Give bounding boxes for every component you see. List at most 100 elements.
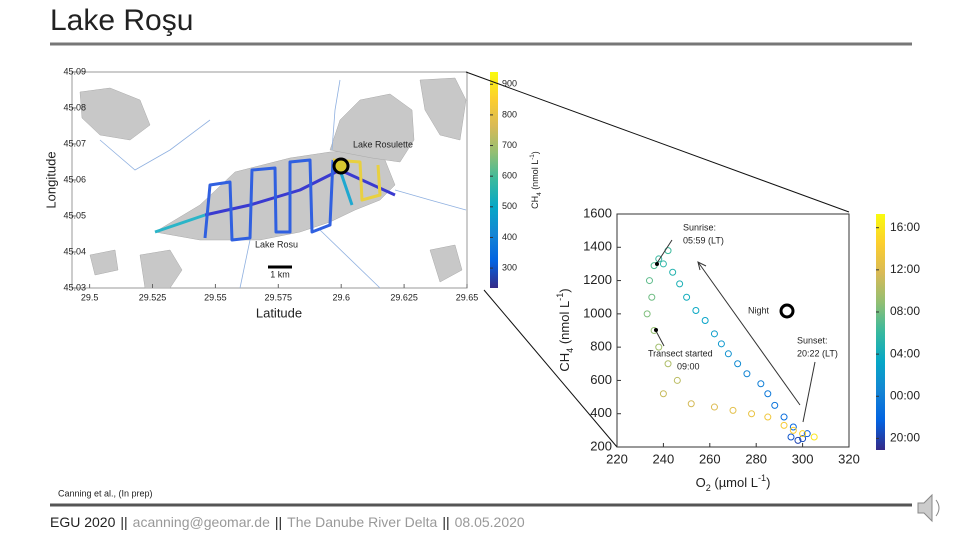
- label-part: 4: [536, 192, 543, 196]
- label-part: (nmol L: [557, 301, 572, 348]
- speaker-icon: [917, 493, 940, 523]
- x-tick-label: 29.55: [204, 292, 227, 302]
- point: [643, 310, 651, 318]
- point: [687, 400, 695, 408]
- point: [664, 360, 672, 368]
- lake: [89, 249, 119, 276]
- lake: [79, 87, 151, 141]
- y-tick-label: 600: [590, 372, 612, 387]
- x-tick-label: 320: [838, 451, 860, 466]
- y-tick-label: 1600: [583, 205, 612, 220]
- arrow: [802, 361, 816, 423]
- point: [743, 370, 751, 378]
- label-part: CH: [530, 196, 540, 209]
- footer-part: ||: [442, 514, 449, 530]
- point: [780, 413, 788, 421]
- colorbar-tick-label: 04:00: [890, 346, 920, 360]
- y-axis-label: Longitude: [43, 151, 58, 208]
- footer-part: ||: [120, 514, 127, 530]
- point: [648, 293, 656, 301]
- river: [394, 189, 467, 211]
- label-part: -1: [555, 293, 565, 301]
- axis-label: CH4 (nmol L-1): [555, 288, 575, 371]
- point: [780, 421, 788, 429]
- point: [655, 343, 663, 351]
- footer-part: ||: [275, 514, 282, 530]
- colorbar-tick-label: 800: [502, 109, 517, 119]
- point: [734, 360, 742, 368]
- colorbar-tick-label: 400: [502, 232, 517, 242]
- y-tick-label: 800: [590, 339, 612, 354]
- leader: [656, 239, 673, 264]
- y-tick-label: 1200: [583, 272, 612, 287]
- label-part: (µmol L: [711, 475, 758, 490]
- point: [717, 340, 725, 348]
- y-tick-label: 1000: [583, 305, 612, 320]
- point: [710, 330, 718, 338]
- footer-part: 08.05.2020: [455, 514, 525, 530]
- label-part: ): [557, 288, 572, 292]
- zoom-line: [483, 289, 618, 448]
- label-part: CH: [557, 353, 572, 372]
- point: [764, 413, 772, 421]
- y-tick-label: 45.07: [63, 138, 86, 148]
- annotation: Night: [748, 305, 770, 315]
- colorbar-tick-label: 20:00: [890, 431, 920, 445]
- y-tick-label: 45.04: [63, 246, 86, 256]
- x-tick-label: 260: [699, 451, 721, 466]
- label-part: 2: [706, 483, 711, 493]
- slide-title: Lake Roşu: [50, 4, 193, 37]
- river: [331, 79, 341, 151]
- point: [655, 255, 663, 263]
- point: [701, 317, 709, 325]
- colorbar-tick-label: 12:00: [890, 262, 920, 276]
- label-part: ): [766, 475, 770, 490]
- point: [787, 433, 795, 441]
- colorbar-tick-label: 08:00: [890, 304, 920, 318]
- x-tick-label: 29.65: [456, 292, 479, 302]
- lake-label: Lake Rosu: [255, 239, 298, 249]
- colorbar-tick-label: 500: [502, 201, 517, 211]
- citation: Canning et al., (In prep): [58, 488, 153, 498]
- footer-part: The Danube River Delta: [287, 514, 437, 530]
- point: [683, 293, 691, 301]
- point: [673, 376, 681, 384]
- transect: [204, 168, 396, 217]
- label-part: ): [530, 151, 540, 154]
- y-tick-label: 45.08: [63, 102, 86, 112]
- y-tick-label: 400: [590, 405, 612, 420]
- point-marker: [654, 328, 658, 332]
- label-part: 4: [565, 348, 575, 353]
- annotation: Sunset:: [797, 335, 828, 345]
- y-tick-label: 45.05: [63, 210, 86, 220]
- arrow: [697, 261, 801, 406]
- point: [799, 435, 807, 443]
- x-axis-label: Latitude: [256, 305, 302, 320]
- annotation: Transect started: [648, 348, 713, 358]
- colorbar-tick-label: 16:00: [890, 220, 920, 234]
- x-tick-label: 29.525: [139, 292, 167, 302]
- annotation: Sunrise:: [683, 222, 716, 232]
- point: [789, 426, 797, 434]
- x-tick-label: 280: [745, 451, 767, 466]
- point: [659, 390, 667, 398]
- label-part: O: [696, 475, 706, 490]
- location-marker: [779, 303, 795, 319]
- plot-frame: [616, 213, 850, 448]
- x-tick-label: 240: [653, 451, 675, 466]
- point-marker: [655, 262, 659, 266]
- transect: [332, 158, 382, 202]
- map: Lake Rosulette Lake Rosu 1 km Longitude …: [43, 71, 498, 320]
- point: [645, 277, 653, 285]
- colorbar-tick-label: 300: [502, 262, 517, 272]
- point: [692, 307, 700, 315]
- colorbar-tick-label: 900: [502, 79, 517, 89]
- location-marker: [332, 157, 350, 175]
- point: [764, 390, 772, 398]
- river: [99, 119, 211, 171]
- lake-label: Lake Rosulette: [353, 139, 413, 149]
- x-tick-label: 29.625: [390, 292, 418, 302]
- point: [799, 430, 807, 438]
- point: [757, 380, 765, 388]
